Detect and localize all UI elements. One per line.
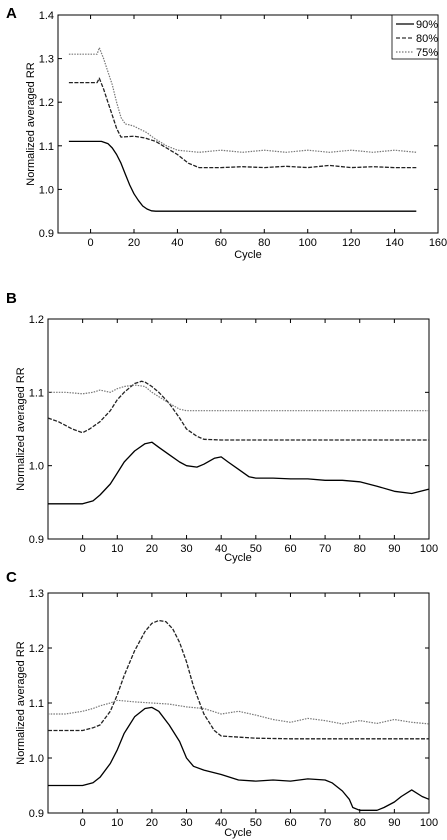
legend: 90% 80% 75% [391,14,439,60]
panel-letter-a: A [6,5,17,22]
x-tick-label-c: 60 [284,817,296,829]
y-tick-label-c: 1.3 [29,588,44,600]
x-tick-label-c: 80 [354,817,366,829]
tick-group-a: 0 20 40 60 80 100 120 140 160 0.9 1.0 1.1 1.2 1.3 1.4 [39,10,447,249]
x-tick-label-b: 70 [319,543,331,555]
x-tick-label-b: 80 [354,543,366,555]
series-line-b-2 [47,380,429,441]
x-tick-label-a: 60 [215,237,227,249]
x-tick-label-a: 100 [299,237,317,249]
plot-frame-b [47,318,430,540]
y-tick-label-c: 0.9 [29,808,44,820]
x-tick-label-c: 90 [388,817,400,829]
series-line-b-1 [48,441,430,505]
x-tick-label-c: 40 [215,817,227,829]
series-line-a-2 [68,77,417,169]
x-tick-label-b: 40 [215,543,227,555]
y-tick-label-a: 1.1 [39,141,54,153]
legend-label-80: 80% [416,33,438,45]
panel-c: C 0 10 20 30 40 50 60 70 80 90 1000.91.01.11.21.3 … [6,569,438,839]
x-tick-label-a: 40 [171,237,183,249]
series-group-b [47,380,430,505]
x-tick-label-a: 140 [385,237,403,249]
x-axis-label-a: Cycle [234,249,262,261]
x-tick-label-c: 100 [420,817,438,829]
y-tick-label-c: 1.1 [29,698,44,710]
legend-label-90: 90% [416,19,438,31]
plot-frame-a [57,14,439,234]
x-tick-label-a: 0 [88,237,94,249]
y-tick-label-c: 1.0 [29,753,44,765]
panel-a: A 0 20 40 60 80 100 120 140 160 0.9 1.0 1.1 1.2 1.3 1.… [6,5,447,261]
x-tick-label-b: 50 [250,543,262,555]
series-line-a-1 [68,140,417,212]
x-tick-label-b: 0 [80,543,86,555]
x-tick-label-b: 20 [146,543,158,555]
x-axis-label-b: Cycle [224,552,252,564]
series-line-b-3 [48,384,429,412]
series-line-c-3 [48,699,430,725]
y-axis-label-b: Normalized averaged RR [15,367,27,491]
x-tick-label-c: 20 [146,817,158,829]
x-tick-label-a: 160 [429,237,447,249]
x-tick-label-b: 90 [388,543,400,555]
x-tick-label-b: 100 [420,543,438,555]
tick-group-c: 0 10 20 30 40 50 60 70 80 90 100 0.9 1.0 1.1 1.2 1.3 [29,588,438,829]
x-tick-label-c: 30 [180,817,192,829]
x-tick-label-c: 50 [250,817,262,829]
y-tick-label-b: 0.9 [29,534,44,546]
x-tick-label-b: 10 [111,543,123,555]
series-line-c-2 [48,619,429,740]
y-tick-label-b: 1.0 [29,461,44,473]
series-group-a [68,47,417,212]
x-tick-label-c: 70 [319,817,331,829]
y-tick-label-a: 0.9 [39,228,54,240]
y-tick-label-a: 1.2 [39,97,54,109]
x-tick-label-b: 30 [180,543,192,555]
panel-letter-c: C [6,569,17,586]
y-tick-label-a: 1.0 [39,184,54,196]
x-tick-label-c: 10 [111,817,123,829]
y-tick-label-b: 1.2 [29,314,44,326]
series-group-c [48,619,430,811]
x-axis-label-c: Cycle [224,827,252,839]
x-tick-label-a: 20 [128,237,140,249]
x-tick-label-a: 80 [258,237,270,249]
legend-label-75: 75% [416,47,438,59]
y-axis-label-a: Normalized averaged RR [25,62,37,186]
y-axis-label-c: Normalized averaged RR [15,641,27,765]
panel-b: B 0 10 20 30 40 50 60 70 80 90 100 0.9 1.0 1.1 1.2 Cyc… [6,290,438,564]
x-tick-label-c: 0 [80,817,86,829]
panel-letter-b: B [6,290,17,307]
series-line-c-1 [48,706,430,811]
y-tick-label-a: 1.3 [39,54,54,66]
x-tick-label-a: 120 [342,237,360,249]
tick-group-b: 0 10 20 30 40 50 60 70 80 90 100 0.9 1.0 1.1 1.2 [29,314,438,555]
y-tick-label-a: 1.4 [39,10,54,22]
y-tick-label-c: 1.2 [29,643,44,655]
x-tick-label-b: 60 [284,543,296,555]
y-tick-label-b: 1.1 [29,387,44,399]
